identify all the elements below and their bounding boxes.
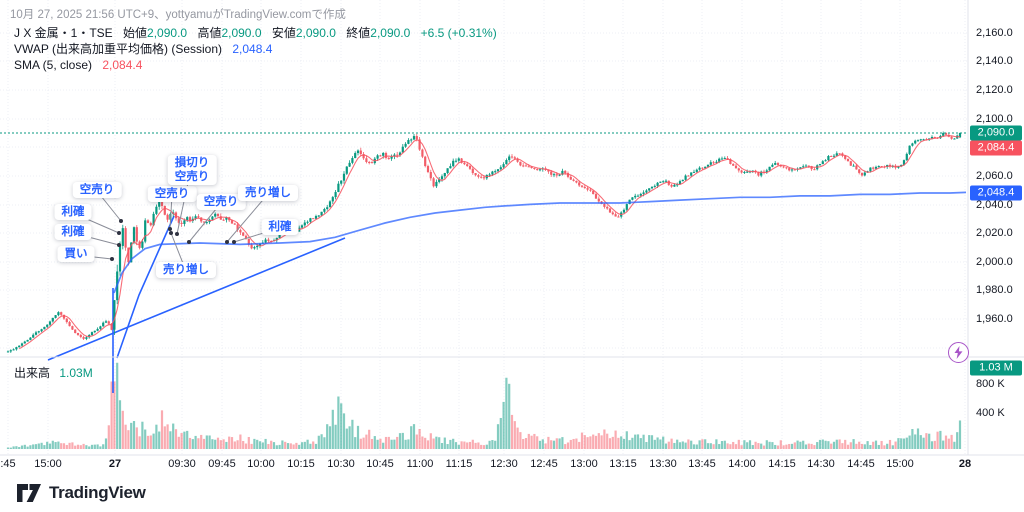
high-label: 高値: [197, 26, 222, 40]
support-trendline: [47, 237, 346, 361]
volume-pane-legend[interactable]: 出来高 1.03M: [14, 364, 93, 381]
price-badge: 2,048.4: [970, 185, 1022, 201]
vwap-line: [113, 191, 967, 294]
time-tick-label: 13:15: [609, 458, 637, 470]
volume-value: 1.03M: [59, 366, 93, 380]
trade-annotation[interactable]: 利確: [54, 224, 92, 240]
vwap-label: VWAP (出来高加重平均価格) (Session): [14, 42, 223, 56]
price-tick-label: 2,160.0: [976, 27, 1013, 39]
tradingview-logo-text: TradingView: [49, 483, 146, 502]
symbol-title[interactable]: J X 金属・1・TSE: [14, 26, 113, 40]
price-tick-label: 2,100.0: [976, 113, 1013, 125]
price-tick-label: 2,020.0: [976, 227, 1013, 239]
time-tick-label: 09:30: [168, 458, 196, 470]
close-label: 終値: [346, 26, 371, 40]
time-tick-label: 15:00: [886, 458, 914, 470]
time-tick-label: 11:00: [406, 458, 434, 470]
change-value: +6.5 (+0.31%): [420, 26, 497, 40]
price-badge: 2,084.4: [970, 140, 1022, 156]
open-label: 始値: [123, 26, 148, 40]
time-tick-label: :45: [0, 458, 16, 470]
time-tick-label: 13:45: [688, 458, 716, 470]
candlestick-series: [6, 131, 962, 353]
open-value: 2,090.0: [147, 26, 188, 40]
lightning-bolt-icon[interactable]: [948, 342, 969, 363]
time-tick-label: 13:30: [649, 458, 677, 470]
volume-title: 出来高: [14, 366, 51, 380]
chart-legend: J X 金属・1・TSE 始値2,090.0 高値2,090.0 安値2,090…: [14, 26, 497, 74]
trade-annotation[interactable]: 空売り: [196, 194, 246, 210]
trade-annotation[interactable]: 売り増し: [156, 262, 216, 278]
time-tick-label: 27: [108, 458, 122, 470]
time-tick-label: 09:45: [208, 458, 236, 470]
trade-annotation[interactable]: 損切り 空売り: [167, 155, 217, 185]
trade-annotation[interactable]: 利確: [261, 219, 299, 235]
tradingview-logo-mark: [17, 484, 41, 502]
time-tick-label: 14:00: [728, 458, 756, 470]
close-value: 2,090.0: [370, 26, 411, 40]
trade-annotation[interactable]: 売り増し: [238, 185, 298, 201]
time-tick-label: 28: [958, 458, 972, 470]
sma-line: [18, 135, 961, 350]
low-value: 2,090.0: [295, 26, 336, 40]
price-tick-label: 2,120.0: [976, 84, 1013, 96]
price-tick-label: 2,040.0: [976, 199, 1013, 211]
sma-label: SMA (5, close): [14, 58, 93, 72]
time-tick-label: 11:15: [445, 458, 473, 470]
trade-annotation[interactable]: 買い: [57, 246, 95, 262]
price-tick-label: 800 K: [976, 378, 1005, 390]
steep-trendline: [116, 215, 175, 359]
time-tick-label: 10:00: [247, 458, 275, 470]
vwap-value: 2,048.4: [232, 42, 273, 56]
lightning-glyph: [954, 346, 963, 359]
sma-value: 2,084.4: [102, 58, 143, 72]
low-label: 安値: [271, 26, 296, 40]
time-tick-label: 14:45: [847, 458, 875, 470]
high-value: 2,090.0: [221, 26, 262, 40]
price-tick-label: 2,060.0: [976, 170, 1013, 182]
price-tick-label: 1,980.0: [976, 284, 1013, 296]
time-tick-label: 15:00: [34, 458, 62, 470]
time-tick-label: 12:30: [490, 458, 518, 470]
time-tick-label: 14:15: [768, 458, 796, 470]
tradingview-logo[interactable]: TradingView: [16, 481, 146, 505]
legend-symbol-row[interactable]: J X 金属・1・TSE 始値2,090.0 高値2,090.0 安値2,090…: [14, 26, 497, 41]
trade-annotation[interactable]: 空売り: [147, 186, 197, 202]
legend-vwap-row[interactable]: VWAP (出来高加重平均価格) (Session) 2,048.4: [14, 42, 497, 57]
trade-annotation[interactable]: 空売り: [72, 182, 122, 198]
volume-bars: [6, 362, 962, 449]
price-tick-label: 2,000.0: [976, 256, 1013, 268]
price-tick-label: 1,960.0: [976, 313, 1013, 325]
time-tick-label: 10:30: [327, 458, 355, 470]
axes-frame: [0, 0, 1024, 456]
trendline-drawings[interactable]: [47, 215, 346, 393]
price-tick-label: 2,140.0: [976, 55, 1013, 67]
legend-sma-row[interactable]: SMA (5, close) 2,084.4: [14, 58, 497, 73]
price-badge: 2,090.0: [970, 125, 1022, 141]
time-tick-label: 10:15: [287, 458, 315, 470]
gridlines: [0, 0, 968, 455]
price-tick-label: 400 K: [976, 407, 1005, 419]
time-tick-label: 13:00: [570, 458, 598, 470]
trade-annotation[interactable]: 利確: [54, 204, 92, 220]
time-tick-label: 10:45: [366, 458, 394, 470]
time-tick-label: 12:45: [530, 458, 558, 470]
price-badge: 1.03 M: [970, 360, 1022, 376]
time-tick-label: 14:30: [807, 458, 835, 470]
snapshot-watermark: 10月 27, 2025 21:56 UTC+9、yottyamuがTradin…: [10, 9, 346, 21]
